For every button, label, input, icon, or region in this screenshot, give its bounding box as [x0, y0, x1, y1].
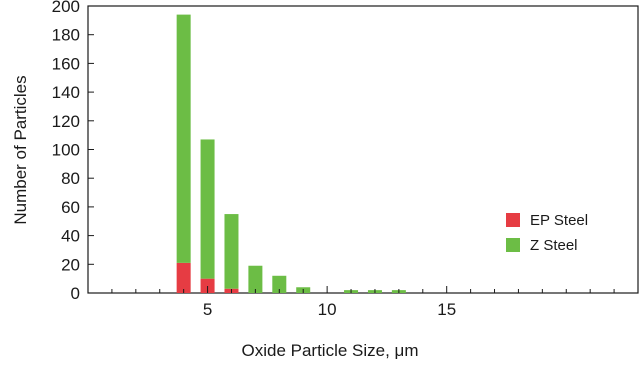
bar-ep-steel-5 — [200, 278, 215, 293]
y-tick-label-120: 120 — [52, 112, 80, 131]
y-tick-label-140: 140 — [52, 83, 80, 102]
y-tick-label-40: 40 — [61, 227, 80, 246]
y-axis: 0 20 40 60 80 100 120 140 160 180 200 — [52, 0, 94, 303]
bars-layer — [176, 14, 406, 293]
x-tick-label-15: 15 — [437, 300, 456, 319]
y-tick-label-20: 20 — [61, 255, 80, 274]
y-tick-label-180: 180 — [52, 26, 80, 45]
bar-ep-steel-4 — [176, 262, 191, 293]
y-tick-label-160: 160 — [52, 54, 80, 73]
legend-label-ep-steel: EP Steel — [530, 212, 588, 229]
x-axis-label: Oxide Particle Size, μm — [241, 341, 418, 360]
y-tick-label-0: 0 — [71, 284, 80, 303]
y-tick-label-60: 60 — [61, 198, 80, 217]
y-axis-label: Number of Particles — [11, 75, 30, 224]
bar-z-steel-4 — [176, 14, 191, 263]
x-tick-label-10: 10 — [318, 300, 337, 319]
bar-z-steel-7 — [248, 265, 263, 293]
legend-swatch-z-steel — [506, 238, 520, 252]
y-tick-label-80: 80 — [61, 169, 80, 188]
y-tick-label-200: 200 — [52, 0, 80, 16]
bar-z-steel-8 — [272, 275, 287, 293]
x-tick-label-5: 5 — [203, 300, 212, 319]
x-axis: 5 10 15 — [111, 286, 615, 319]
bar-z-steel-5 — [200, 139, 215, 279]
y-tick-label-100: 100 — [52, 141, 80, 160]
legend-label-z-steel: Z Steel — [530, 237, 578, 254]
legend: EP Steel Z Steel — [506, 212, 588, 254]
bar-z-steel-6 — [224, 214, 239, 289]
legend-swatch-ep-steel — [506, 213, 520, 227]
